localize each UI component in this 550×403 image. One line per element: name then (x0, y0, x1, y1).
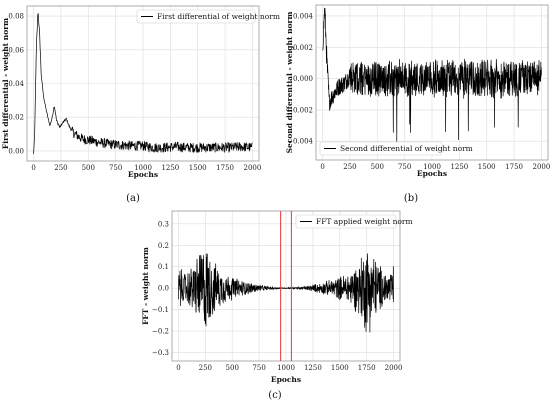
x-tick-label: 750 (109, 164, 122, 172)
panel-b-second-differential: 0 250 500 750 1000 1250 1500 1750 2000 −0.004 −0.0… (285, 4, 550, 178)
legend-box (295, 214, 397, 229)
y-axis-label: Second differential - weight norm (285, 12, 294, 154)
y-tick-label: −0.002 (287, 106, 313, 114)
x-tick-label: 1500 (478, 163, 496, 171)
y-tick-label: 0.06 (8, 46, 24, 54)
x-tick-label: 1750 (358, 364, 376, 372)
x-tick-label: 500 (226, 364, 239, 372)
legend-label: First differential of weight norm (157, 12, 280, 21)
plot-frame (315, 4, 549, 161)
y-tick-label: 0.04 (8, 80, 24, 88)
y-tick-label: 0.0 (158, 285, 169, 293)
x-axis-label: Epochs (417, 169, 447, 178)
x-tick-label: 1250 (161, 164, 179, 172)
legend-box (319, 141, 443, 156)
y-tick-label: 0.1 (158, 263, 169, 271)
y-tick-label: −0.2 (152, 328, 169, 336)
y-tick-label: 0.3 (158, 220, 169, 228)
x-tick-label: 250 (199, 364, 212, 372)
y-axis-label: FFT - weight norm (141, 247, 150, 325)
y-tick-label: −0.3 (152, 349, 169, 357)
x-tick-label: 1500 (331, 364, 349, 372)
x-tick-label: 2000 (244, 164, 262, 172)
y-tick-label: 0.002 (293, 44, 313, 52)
plot-frame (26, 5, 260, 162)
x-tick-label: 1250 (450, 163, 468, 171)
x-tick-label: 0 (320, 163, 324, 171)
x-tick-label: 1250 (304, 364, 322, 372)
y-tick-label: 0.02 (8, 114, 24, 122)
x-tick-label: 0 (176, 364, 180, 372)
y-tick-label: 0.00 (8, 147, 24, 155)
x-tick-label: 750 (252, 364, 265, 372)
series-line (33, 12, 253, 154)
x-tick-label: 2000 (385, 364, 403, 372)
x-tick-label: 1750 (505, 163, 523, 171)
caption-a: (a) (126, 193, 140, 204)
x-tick-label: 1750 (216, 164, 234, 172)
series-line (178, 253, 394, 333)
caption-c: (c) (268, 390, 282, 401)
x-tick-label: 2000 (533, 163, 550, 171)
x-tick-label: 1000 (134, 164, 152, 172)
y-tick-label: 0.08 (8, 13, 24, 21)
legend-box (136, 9, 256, 24)
y-tick-label: 0.000 (293, 75, 313, 83)
x-axis-label: Epochs (128, 170, 158, 179)
y-tick-label: −0.1 (152, 306, 169, 314)
x-tick-label: 500 (82, 164, 95, 172)
x-axis-label: Epochs (271, 375, 301, 384)
legend-label: FFT applied weight norm (316, 217, 413, 226)
x-tick-label: 1000 (423, 163, 441, 171)
y-tick-label: −0.004 (287, 138, 313, 146)
x-tick-label: 250 (343, 163, 356, 171)
x-tick-label: 500 (371, 163, 384, 171)
y-tick-label: 0.2 (158, 242, 169, 250)
x-tick-label: 1000 (277, 364, 295, 372)
panel-a-first-differential: 0 250 500 750 1000 1250 1500 1750 2000 0.00 0.02 0.… (1, 5, 280, 179)
series-line (322, 7, 542, 142)
x-tick-label: 1500 (189, 164, 207, 172)
y-tick-label: 0.004 (293, 12, 314, 20)
x-tick-label: 250 (54, 164, 67, 172)
x-tick-label: 750 (398, 163, 411, 171)
caption-b: (b) (404, 193, 418, 204)
plot-frame (171, 210, 401, 362)
y-axis-label: First differential - weight norm (1, 18, 10, 149)
panel-c-fft: 0 250 500 750 1000 1250 1500 1750 2000 −0.3 −0.2 −0… (141, 210, 413, 384)
x-tick-label: 0 (31, 164, 35, 172)
legend-label: Second differential of weight norm (340, 144, 473, 153)
